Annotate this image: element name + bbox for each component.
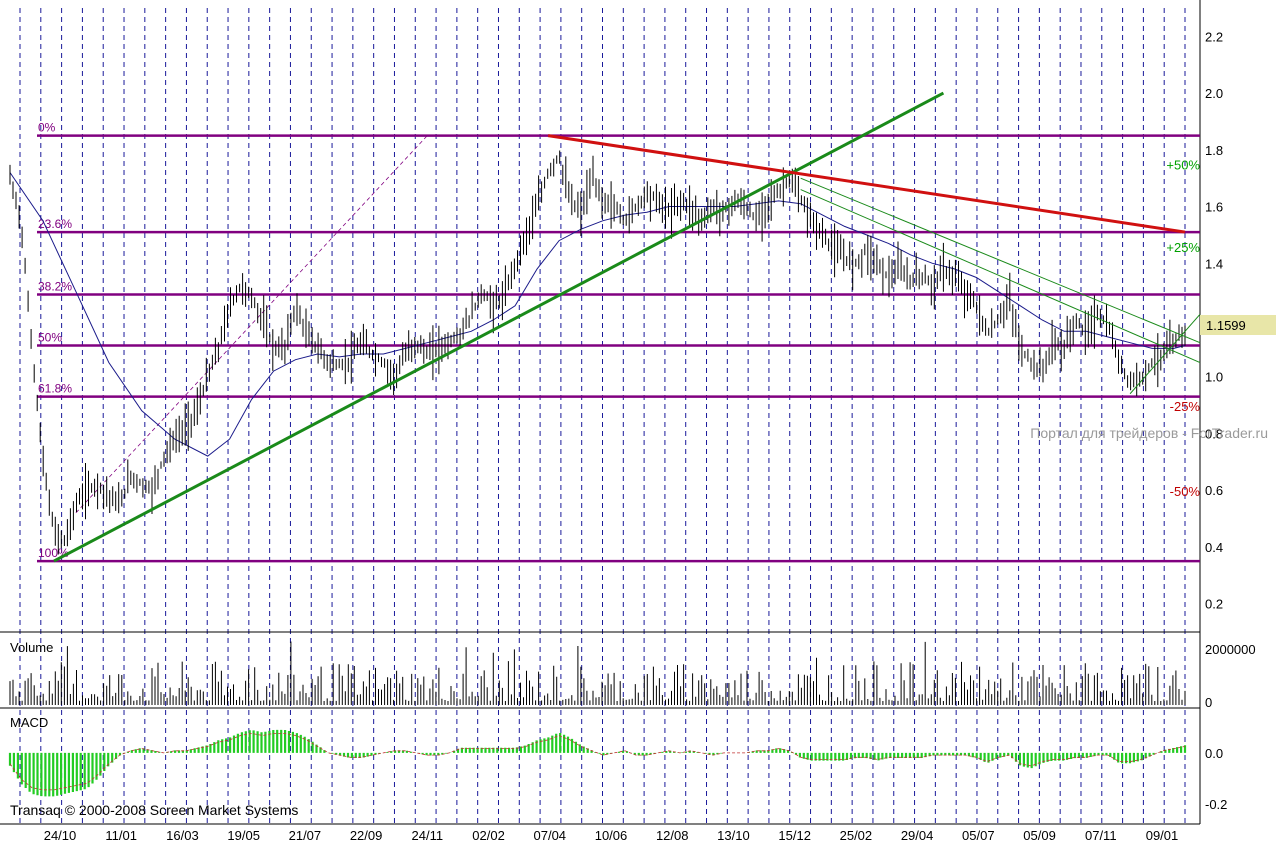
date-axis-tick: 24/10 bbox=[44, 828, 77, 843]
price-bars bbox=[9, 150, 1186, 555]
price-axis-tick: 2.2 bbox=[1205, 29, 1223, 44]
price-axis-tick: 1.6 bbox=[1205, 200, 1223, 215]
channel-line bbox=[800, 189, 1201, 364]
fib-level-label: 61.8% bbox=[38, 382, 72, 396]
price-axis-tick: 1.4 bbox=[1205, 256, 1223, 271]
fib-level-label: 100% bbox=[38, 546, 69, 560]
date-axis-tick: 09/01 bbox=[1146, 828, 1179, 843]
fib-guide-line bbox=[75, 135, 428, 514]
fib-level-label: 0% bbox=[38, 121, 56, 135]
macd-signal-line bbox=[9, 732, 1186, 791]
percent-marker: -50% bbox=[1170, 484, 1201, 499]
resistance-trendline bbox=[547, 134, 1186, 234]
date-axis-tick: 19/05 bbox=[227, 828, 260, 843]
date-axis-tick: 21/07 bbox=[289, 828, 322, 843]
macd-axis-tick: 0.0 bbox=[1205, 746, 1223, 761]
price-axis-tick: 0.4 bbox=[1205, 540, 1223, 555]
date-axis-tick: 29/04 bbox=[901, 828, 934, 843]
date-axis-tick: 16/03 bbox=[166, 828, 199, 843]
trendlines bbox=[53, 91, 1201, 563]
date-axis-tick: 12/08 bbox=[656, 828, 689, 843]
volume-bars bbox=[9, 641, 1186, 705]
date-axis-tick: 15/12 bbox=[778, 828, 811, 843]
date-axis-tick: 22/09 bbox=[350, 828, 383, 843]
percent-marker: -25% bbox=[1170, 399, 1201, 414]
percent-marker: +50% bbox=[1166, 158, 1200, 173]
date-axis-tick: 25/02 bbox=[840, 828, 873, 843]
price-candles bbox=[9, 150, 1186, 555]
macd-axis-tick: -0.2 bbox=[1205, 797, 1227, 812]
percent-marker: +25% bbox=[1166, 240, 1200, 255]
last-price-tag bbox=[1200, 315, 1276, 335]
date-axis-tick: 13/10 bbox=[717, 828, 750, 843]
copyright: Transaq © 2000-2008 Screen Market System… bbox=[10, 802, 298, 818]
price-axis-tick: 2.0 bbox=[1205, 86, 1223, 101]
pane-separators bbox=[0, 0, 1201, 825]
volume-pane-label: Volume bbox=[10, 640, 53, 655]
labels: Volume MACD Портал для трейдеров - ForTr… bbox=[10, 315, 1276, 818]
volume-bar-path bbox=[9, 641, 1186, 705]
volume-axis-tick: 2000000 bbox=[1205, 642, 1256, 657]
channel-line bbox=[1129, 313, 1201, 395]
fib-level-label: 50% bbox=[38, 331, 62, 345]
last-price-label: 1.1599 bbox=[1206, 318, 1246, 333]
date-axis-tick: 07/11 bbox=[1085, 828, 1117, 843]
price-axis-tick: 0.2 bbox=[1205, 597, 1223, 612]
date-axis-tick: 05/07 bbox=[962, 828, 995, 843]
date-axis-tick: 10/06 bbox=[595, 828, 628, 843]
channel-line bbox=[800, 177, 1201, 344]
price-axis-tick: 0.6 bbox=[1205, 483, 1223, 498]
fib-level-label: 23.6% bbox=[38, 217, 72, 231]
macd-histogram bbox=[8, 729, 1187, 797]
macd-pane-label: MACD bbox=[10, 715, 48, 730]
price-axis-tick: 1.0 bbox=[1205, 370, 1223, 385]
axes: 0.20.40.60.81.01.21.41.61.82.02.20200000… bbox=[44, 29, 1256, 843]
support-trendline bbox=[53, 91, 945, 563]
macd-bars bbox=[8, 729, 1187, 797]
price-axis-tick: 1.8 bbox=[1205, 143, 1223, 158]
date-axis-tick: 07/04 bbox=[534, 828, 567, 843]
date-axis-tick: 05/09 bbox=[1023, 828, 1056, 843]
fibonacci-levels: 0% 23.6% 38.2% 50% 61.8% 100% +50% +25% -25% -50% bbox=[37, 121, 1201, 563]
watermark: Портал для трейдеров - ForTrader.ru bbox=[1030, 425, 1268, 441]
price-axis-tick: 0.8 bbox=[1205, 426, 1223, 441]
date-axis-tick: 24/11 bbox=[412, 828, 444, 843]
fib-level-label: 38.2% bbox=[38, 279, 72, 293]
volume-axis-tick: 0 bbox=[1205, 695, 1212, 710]
grid bbox=[19, 8, 1186, 824]
date-axis-tick: 11/01 bbox=[105, 828, 137, 843]
date-axis-tick: 02/02 bbox=[472, 828, 505, 843]
